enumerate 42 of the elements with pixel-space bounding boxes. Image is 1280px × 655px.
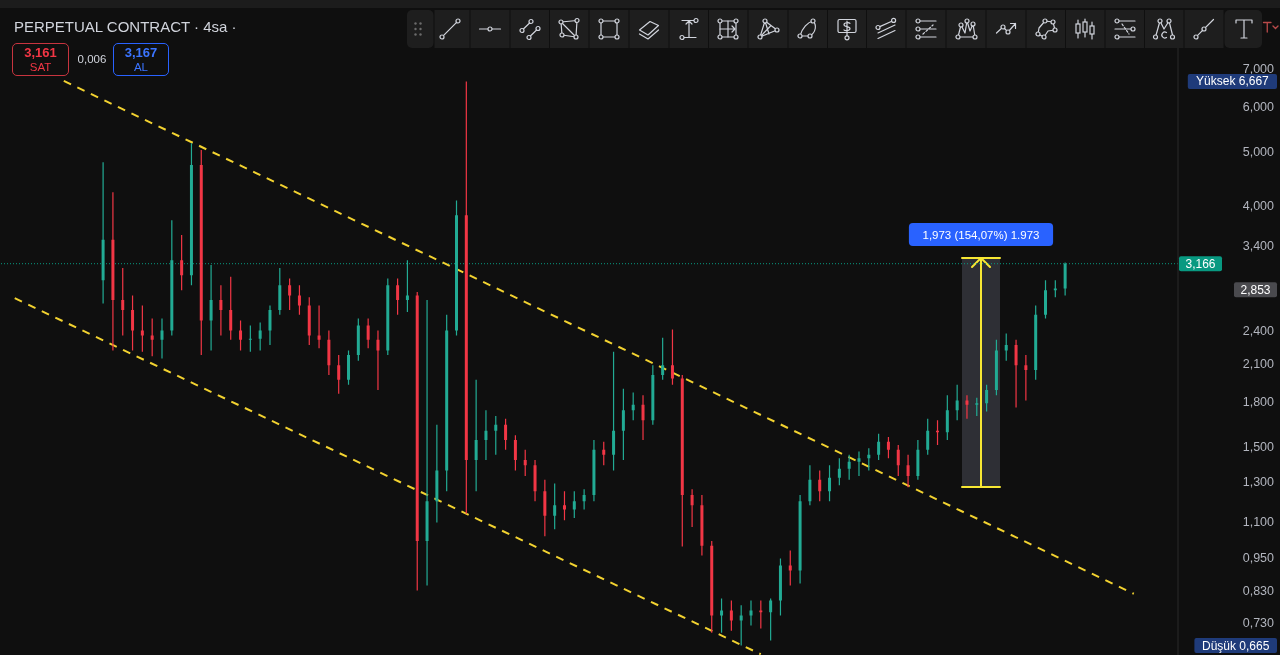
sell-button: 3,161 SAT bbox=[12, 43, 69, 76]
annotation: 0,006 bbox=[76, 52, 108, 66]
candlestick bbox=[376, 330, 380, 390]
text: 2,853 bbox=[1240, 282, 1271, 297]
annotation: 1,973 (154,07%) 1.973 bbox=[922, 228, 1040, 241]
y-tick-label: 2,100 bbox=[1242, 357, 1275, 372]
y-tick-label: 2,400 bbox=[1242, 324, 1275, 339]
candlestick bbox=[425, 299, 429, 586]
ref-line-label: 3,166 bbox=[1185, 256, 1216, 271]
y-tick-label: 6,000 bbox=[1242, 100, 1275, 115]
y-tick-label: 1,300 bbox=[1242, 474, 1275, 489]
candlestick bbox=[484, 410, 488, 460]
y-tick-label: 7,000 bbox=[1242, 62, 1275, 77]
candlestick bbox=[219, 285, 223, 336]
candlestick bbox=[209, 264, 213, 351]
y-tick-label: 5,000 bbox=[1242, 144, 1275, 159]
text: Düşük 0,665 bbox=[1202, 638, 1270, 653]
annotation: SAT bbox=[29, 60, 52, 74]
annotation: AL bbox=[133, 60, 149, 74]
y-tick-label: 0,730 bbox=[1242, 615, 1275, 630]
chart-title: PERPETUAL CONTRACT · 4sa · bbox=[14, 17, 237, 37]
candlestick bbox=[111, 192, 115, 351]
annotation: 3,167 bbox=[124, 45, 158, 60]
y-tick-label: 1,500 bbox=[1242, 439, 1275, 454]
y-tick-label: 4,000 bbox=[1242, 199, 1275, 214]
candlestick bbox=[268, 305, 272, 346]
candlestick bbox=[641, 395, 645, 441]
candlestick bbox=[749, 600, 753, 626]
annotation: 3,161 bbox=[24, 45, 57, 60]
candlestick bbox=[160, 318, 164, 359]
candlestick bbox=[857, 451, 861, 476]
y-tick-label: 0,950 bbox=[1242, 551, 1275, 566]
text: Yüksek 6,667 bbox=[1196, 74, 1270, 89]
y-tick-label: 1,800 bbox=[1242, 394, 1275, 409]
buy-button: 3,167 AL bbox=[113, 43, 169, 76]
y-tick-label: 1,100 bbox=[1242, 515, 1275, 530]
y-tick-label: 0,830 bbox=[1242, 584, 1275, 599]
candlestick bbox=[317, 305, 321, 349]
y-tick-label: 3,400 bbox=[1242, 239, 1275, 254]
candlestick bbox=[1014, 339, 1018, 408]
candlestick bbox=[906, 454, 910, 488]
candlestick bbox=[965, 395, 969, 419]
